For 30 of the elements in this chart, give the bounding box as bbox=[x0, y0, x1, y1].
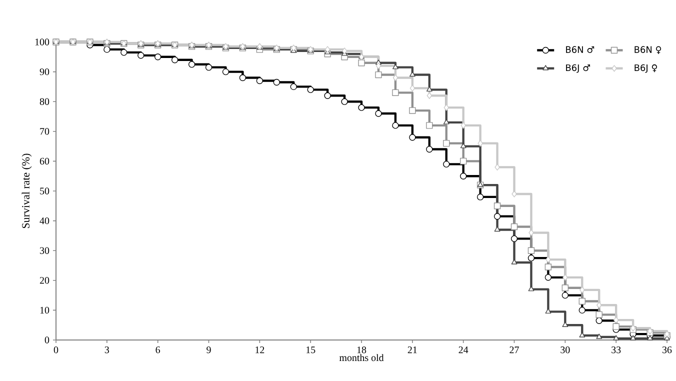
x-tick-label: 6 bbox=[156, 346, 160, 354]
x-tick-label: 24 bbox=[458, 346, 468, 354]
x-tick-label: 9 bbox=[206, 346, 211, 354]
x-tick-label: 36 bbox=[662, 346, 672, 354]
legend-label: B6J ♂ bbox=[566, 64, 590, 73]
y-tick-label: 90 bbox=[40, 68, 50, 76]
x-tick-label: 12 bbox=[256, 346, 264, 354]
y-tick-label: 80 bbox=[40, 98, 50, 105]
y-tick-label: 50 bbox=[40, 188, 50, 194]
y-tick-label: 60 bbox=[40, 158, 50, 165]
x-tick-label: 3 bbox=[104, 346, 110, 354]
x-tick-label: 27 bbox=[510, 346, 519, 354]
x-tick-label: 0 bbox=[54, 346, 58, 354]
y-tick-label: 30 bbox=[40, 247, 50, 254]
y-tick-label: 70 bbox=[40, 128, 50, 135]
legend-label: B6N ♂ bbox=[566, 46, 594, 53]
y-tick-label: 20 bbox=[40, 277, 50, 284]
y-tick-label: 10 bbox=[40, 306, 50, 314]
y-tick-label: 0 bbox=[44, 336, 50, 344]
x-tick-label: 18 bbox=[357, 346, 366, 354]
y-tick-label: 40 bbox=[40, 217, 50, 224]
legend-label: B6N ♀ bbox=[634, 46, 662, 54]
x-axis-title: months old bbox=[339, 354, 384, 362]
y-axis-title: Survival rate (%) bbox=[22, 154, 32, 228]
legend-label: B6J ♀ bbox=[634, 64, 657, 73]
x-tick-label: 15 bbox=[306, 346, 316, 354]
x-tick-label: 30 bbox=[560, 346, 570, 354]
x-tick-label: 21 bbox=[408, 346, 417, 354]
y-tick-label: 100 bbox=[35, 38, 50, 46]
x-tick-label: 33 bbox=[612, 346, 621, 354]
